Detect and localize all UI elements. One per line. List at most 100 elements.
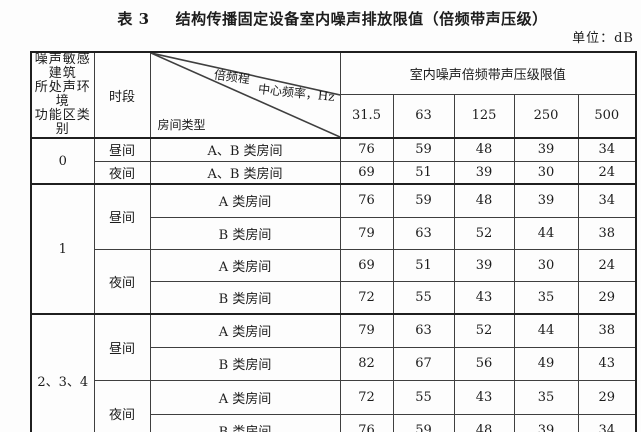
value-cell: 82 [339,346,394,381]
value-cell: 30 [513,160,579,185]
header-function-zone: 噪声敏感建筑 所处声环境 功能区类别 [30,51,95,139]
period-cell: 夜间 [93,248,151,315]
value-cell: 38 [577,313,637,348]
period-cell: 昼间 [93,313,151,381]
value-cell: 39 [513,413,579,432]
category-cell: 2、3、4 [30,313,95,432]
value-cell: 59 [392,413,455,432]
room-cell: A 类房间 [149,379,341,415]
room-cell: B 类房间 [149,346,341,381]
period-cell: 夜间 [93,379,151,432]
value-cell: 38 [577,216,637,250]
freq-250: 250 [513,93,579,139]
header-function-zone-line2: 所处声环境 [34,80,91,109]
room-cell: A 类房间 [149,183,341,218]
header-period: 时段 [93,51,151,139]
table-title: 表 3 结构传播固定设备室内噪声排放限值（倍频带声压级） [30,8,635,29]
value-cell: 72 [339,379,394,415]
room-cell: B 类房间 [149,216,341,250]
value-cell: 35 [513,379,579,415]
value-cell: 69 [339,248,394,282]
diagonal-lines [151,53,339,136]
value-cell: 24 [577,248,637,282]
room-cell: B 类房间 [149,280,341,315]
value-cell: 63 [392,216,455,250]
table-row: 夜间 A 类房间 69 51 39 30 24 [31,248,637,315]
value-cell: 63 [392,313,455,348]
value-cell: 72 [339,280,394,315]
header-function-zone-line3: 功能区类别 [34,108,91,137]
value-cell: 52 [453,216,515,250]
unit-label: 单位：dB [572,31,634,46]
freq-63: 63 [392,93,455,139]
value-cell: 49 [513,346,579,381]
header-row-1: 噪声敏感建筑 所处声环境 功能区类别 时段 倍频程 中心频率，Hz 房间类型 室… [30,51,637,139]
value-cell: 48 [453,137,515,162]
table-row: B 类房间 72 55 43 35 29 [31,280,637,315]
header-room-type: 房间类型 [157,118,206,132]
table-number: 表 3 [117,10,150,28]
value-cell: 79 [339,313,394,348]
value-cell: 51 [392,160,455,185]
value-cell: 39 [513,183,579,218]
period-cell: 昼间 [93,137,151,162]
freq-31-5: 31.5 [339,93,394,139]
value-cell: 29 [577,379,637,415]
value-cell: 69 [339,160,394,185]
value-cell: 55 [392,379,455,415]
period-cell: 昼间 [93,183,151,250]
room-cell: A、B 类房间 [149,137,341,162]
value-cell: 43 [577,346,637,381]
table-row: B 类房间 76 59 48 39 34 [31,413,637,432]
value-cell: 76 [339,183,394,218]
value-cell: 52 [453,313,515,348]
value-cell: 43 [453,379,515,415]
value-cell: 34 [577,413,637,432]
value-cell: 76 [339,413,394,432]
table-row: 1 昼间 A 类房间 76 59 48 39 34 [30,183,637,315]
value-cell: 39 [513,137,579,162]
table-title-text: 结构传播固定设备室内噪声排放限值（倍频带声压级） [175,10,548,28]
value-cell: 43 [453,280,515,315]
value-cell: 34 [577,137,637,162]
header-row-2: 31.5 63 125 250 500 [31,93,637,139]
value-cell: 76 [339,137,394,162]
value-cell: 56 [453,346,515,381]
value-cell: 51 [392,248,455,282]
value-cell: 44 [513,313,579,348]
table-row: 2、3、4 昼间 A 类房间 79 63 52 44 38 [30,313,637,432]
header-spl-limit: 室内噪声倍频带声压级限值 [339,51,637,95]
value-cell: 48 [453,413,515,432]
value-cell: 59 [392,137,455,162]
value-cell: 55 [392,280,455,315]
table-row: 0 昼间 A、B 类房间 76 59 48 39 34 [30,137,637,185]
value-cell: 39 [453,248,515,282]
freq-125: 125 [453,93,515,139]
value-cell: 44 [513,216,579,250]
table-row: 夜间 A 类房间 72 55 43 35 29 [31,379,637,432]
table-row: B 类房间 82 67 56 49 43 [31,346,637,381]
period-cell: 夜间 [93,160,151,185]
room-cell: B 类房间 [149,413,341,432]
value-cell: 79 [339,216,394,250]
room-cell: A、B 类房间 [149,160,341,185]
value-cell: 24 [577,160,637,185]
value-cell: 67 [392,346,455,381]
room-cell: A 类房间 [149,248,341,282]
room-cell: A 类房间 [149,313,341,348]
table-row: 夜间 A、B 类房间 69 51 39 30 24 [31,160,637,185]
freq-500: 500 [577,93,637,139]
header-diagonal-cell: 倍频程 中心频率，Hz 房间类型 [149,51,341,139]
value-cell: 30 [513,248,579,282]
value-cell: 29 [577,280,637,315]
value-cell: 59 [392,183,455,218]
noise-limits-table: 噪声敏感建筑 所处声环境 功能区类别 时段 倍频程 中心频率，Hz 房间类型 室… [30,51,638,432]
value-cell: 35 [513,280,579,315]
category-cell: 0 [30,137,95,185]
value-cell: 34 [577,183,637,218]
header-function-zone-line1: 噪声敏感建筑 [34,52,91,81]
value-cell: 48 [453,183,515,218]
value-cell: 39 [453,160,515,185]
category-cell: 1 [30,183,95,315]
